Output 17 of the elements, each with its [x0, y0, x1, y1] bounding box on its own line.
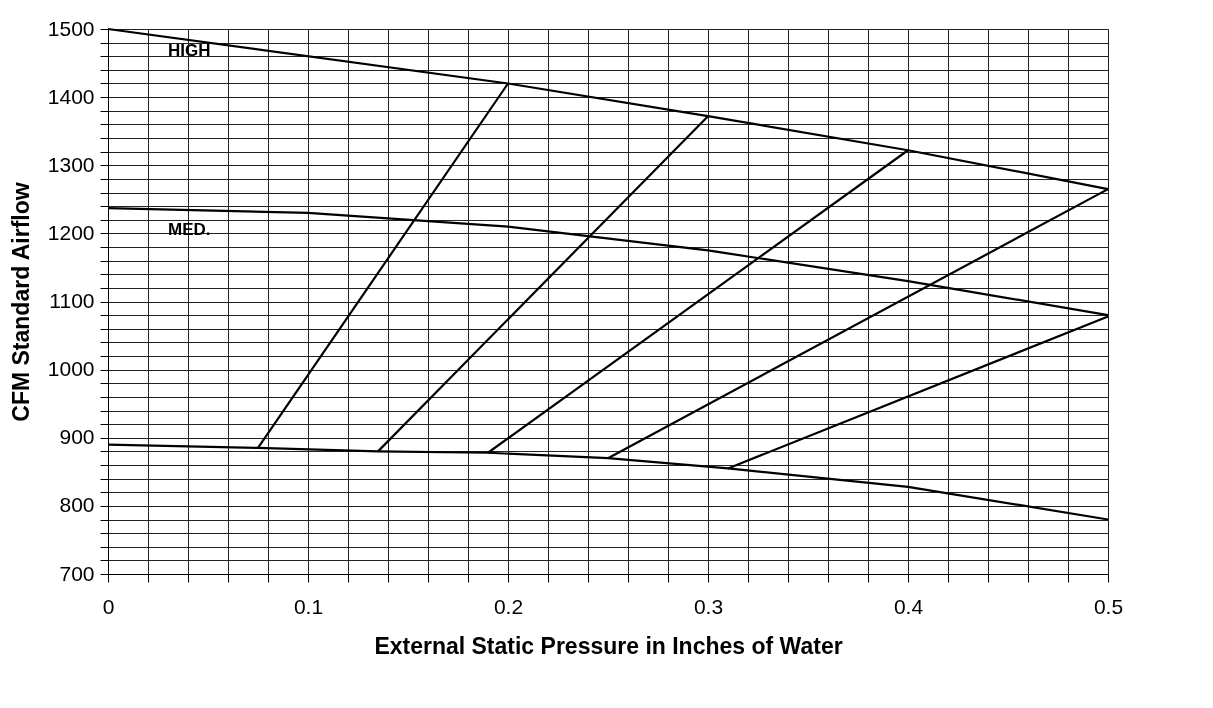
y-tick-label: 1400 — [47, 84, 95, 108]
y-tick-label: 1200 — [47, 220, 95, 244]
y-tick-label: 700 — [59, 561, 95, 585]
y-tick-label: 1000 — [47, 357, 95, 381]
x-tick-label: 0 — [102, 594, 115, 618]
x-tick-label: 0.3 — [693, 594, 724, 618]
y-tick-label: 1300 — [47, 152, 95, 176]
x-tick-label: 0.5 — [1093, 594, 1124, 618]
x-tick-label: 0.1 — [293, 594, 324, 618]
y-tick-label: 800 — [59, 493, 95, 517]
x-tick-label: 0.4 — [893, 594, 924, 618]
y-tick-label: 1500 — [47, 16, 95, 40]
x-tick-label: 0.2 — [493, 594, 524, 618]
y-tick-label: 1100 — [49, 289, 95, 312]
y-axis-title: CFM Standard Airflow — [7, 182, 34, 422]
y-tick-label: 900 — [59, 425, 95, 449]
x-axis-title: External Static Pressure in Inches of Water — [374, 632, 843, 659]
